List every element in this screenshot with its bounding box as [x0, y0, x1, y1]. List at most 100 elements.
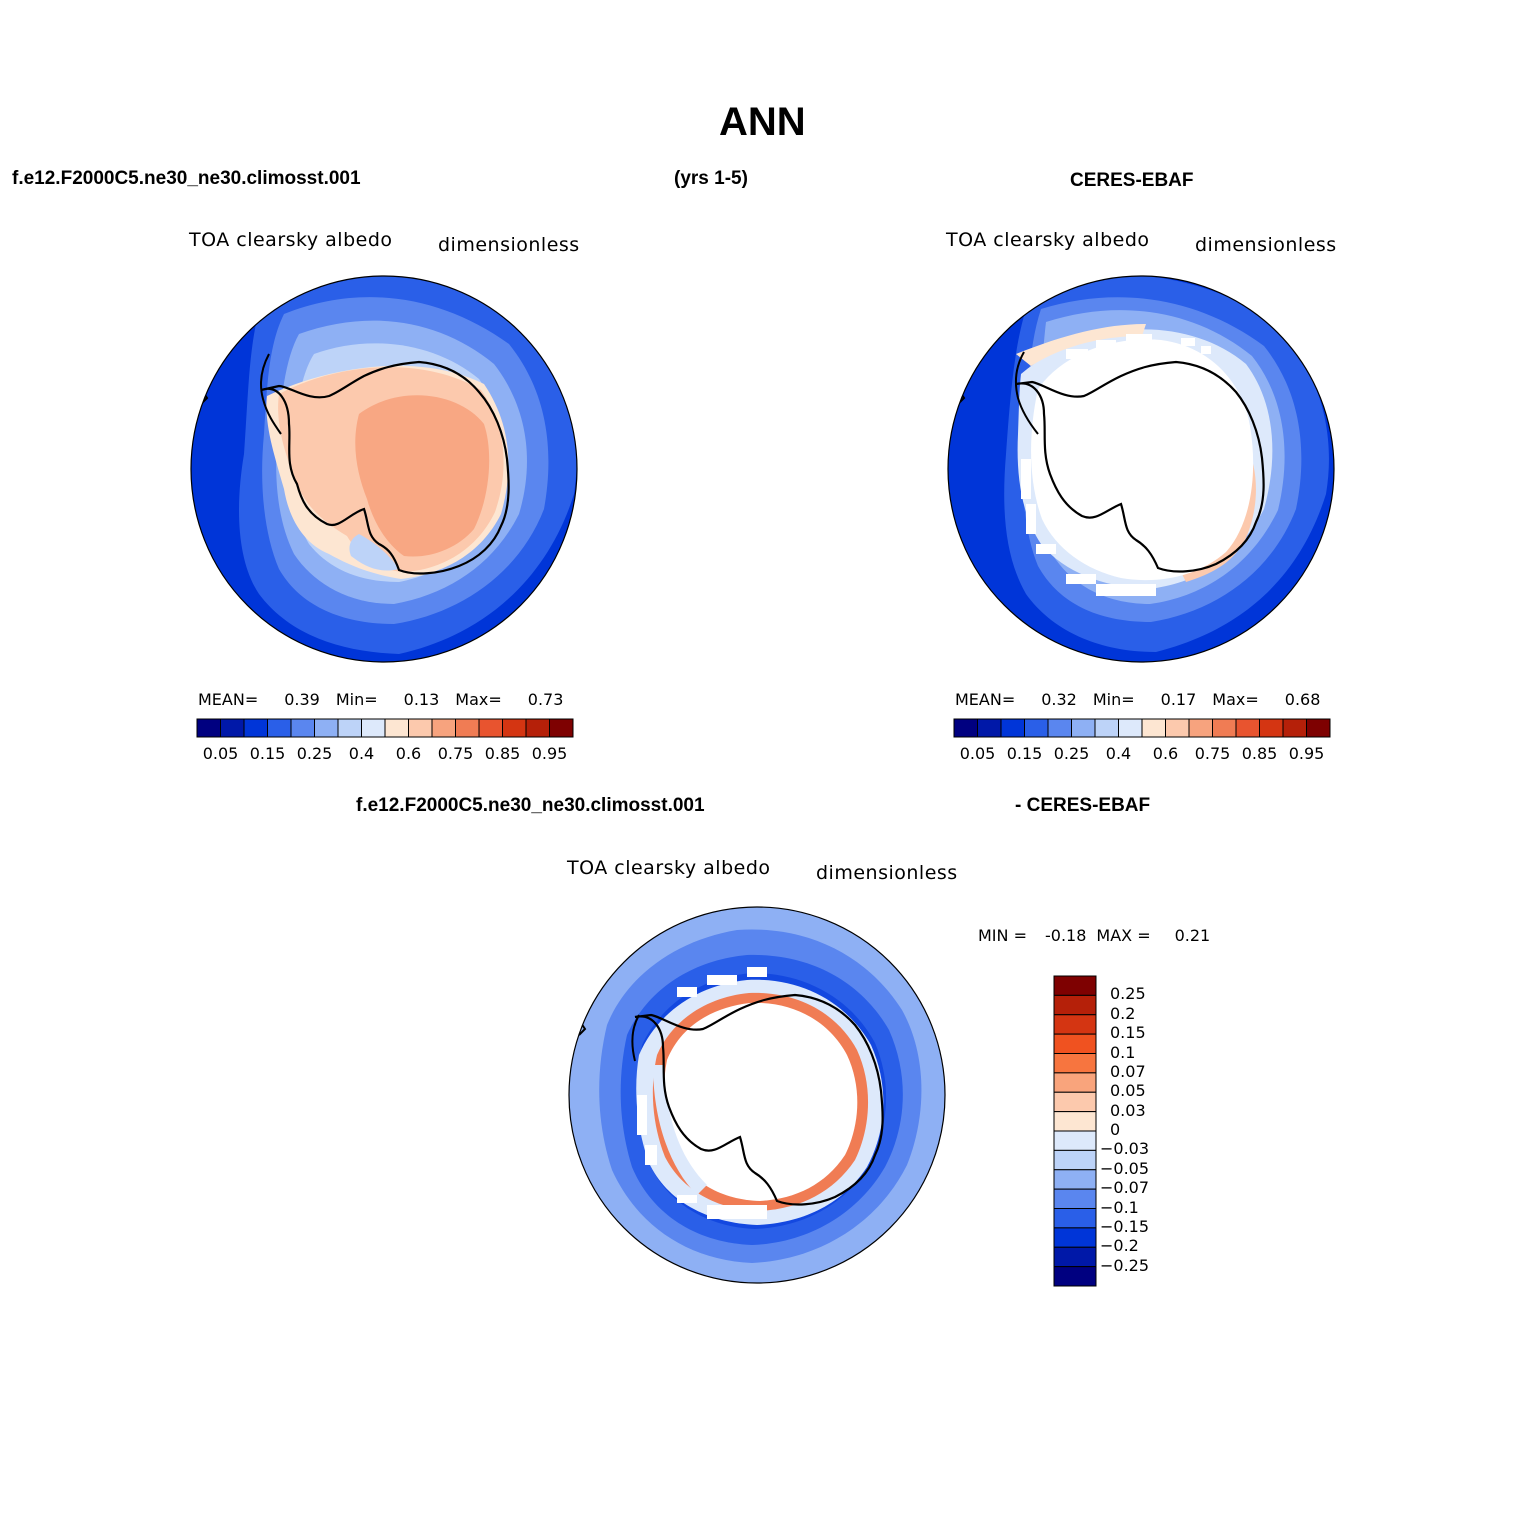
colorbar-swatch: [431, 718, 456, 738]
colorbar-tick-label: 0: [1110, 1120, 1121, 1139]
colorbar-tick-label: 0.15: [249, 744, 286, 763]
colorbar-swatch: [1212, 718, 1237, 738]
model-stats: MEAN= 0.39 Min= 0.13 Max= 0.73: [198, 690, 563, 709]
colorbar-tick-label: 0.6: [1152, 744, 1179, 763]
diff-colorbar-ticks: 0.25 0.2 0.15 0.1 0.07 0.05 0.03 0 −0.03 −0.05 −0.…: [1100, 974, 1180, 1288]
obs-max-value: 0.68: [1284, 690, 1321, 709]
colorbar-tick-label: 0.2: [1110, 1003, 1136, 1023]
diff-case-label: f.e12.F2000C5.ne30_ne30.climosst.001: [356, 795, 705, 816]
colorbar-tick-label: 0.4: [1105, 744, 1132, 763]
colorbar-tick-label: −0.05: [1100, 1158, 1150, 1178]
diff-min-label: MIN =: [978, 926, 1027, 945]
model-map: [190, 275, 578, 663]
colorbar-swatch: [1165, 718, 1190, 738]
diff-colorbar: [1053, 975, 1097, 1287]
diff-stats: MIN = -0.18 MAX = 0.21: [978, 926, 1210, 945]
colorbar-swatch: [1282, 718, 1307, 738]
colorbar-tick-label: −0.03: [1100, 1139, 1150, 1159]
colorbar-swatch: [1000, 718, 1025, 738]
colorbar-tick-label: 0.4: [348, 744, 375, 763]
colorbar-swatch: [502, 718, 527, 738]
obs-variable-label: TOA clearsky albedo: [946, 229, 1150, 251]
colorbar-tick-label: −0.1: [1100, 1197, 1139, 1217]
colorbar-tick-label: 0.15: [1006, 744, 1043, 763]
colorbar-tick-label: −0.2: [1100, 1236, 1139, 1256]
obs-map: [947, 275, 1335, 663]
colorbar-swatch: [290, 718, 315, 738]
model-mean-value: 0.39: [284, 690, 320, 709]
diff-variable-label: TOA clearsky albedo: [567, 857, 771, 879]
colorbar-tick-label: 0.75: [1194, 744, 1231, 763]
colorbar-tick-label: 0.05: [1110, 1081, 1146, 1101]
colorbar-tick-label: 0.85: [484, 744, 521, 763]
obs-max-label: Max=: [1212, 690, 1259, 709]
diff-obs-label: - CERES-EBAF: [1015, 795, 1151, 816]
colorbar-swatch: [1053, 1130, 1097, 1151]
colorbar-swatch: [314, 718, 339, 738]
colorbar-swatch: [1053, 1227, 1097, 1248]
colorbar-swatch: [1053, 1188, 1097, 1209]
colorbar-tick-label: 0.25: [296, 744, 333, 763]
colorbar-swatch: [243, 718, 268, 738]
colorbar-swatch: [1053, 1053, 1097, 1074]
colorbar-swatch: [196, 718, 221, 738]
diff-min-value: -0.18: [1044, 926, 1087, 945]
years-label: (yrs 1-5): [674, 168, 748, 189]
colorbar-swatch: [1141, 718, 1166, 738]
colorbar-tick-label: 0.03: [1110, 1100, 1146, 1120]
diff-units-label: dimensionless: [816, 862, 958, 884]
model-min-value: 0.13: [403, 690, 440, 709]
colorbar-swatch: [549, 718, 574, 738]
model-min-label: Min=: [335, 690, 378, 709]
model-colorbar: [196, 718, 574, 738]
colorbar-swatch: [267, 718, 292, 738]
model-max-label: Max=: [455, 690, 502, 709]
model-case-label: f.e12.F2000C5.ne30_ne30.climosst.001: [12, 168, 361, 189]
colorbar-swatch: [977, 718, 1002, 738]
colorbar-swatch: [1071, 718, 1096, 738]
colorbar-swatch: [408, 718, 433, 738]
obs-colorbar-ticks: 0.05 0.15 0.25 0.4 0.6 0.75 0.85 0.95: [952, 744, 1332, 764]
model-variable-label: TOA clearsky albedo: [189, 229, 393, 251]
colorbar-swatch: [953, 718, 978, 738]
colorbar-swatch: [455, 718, 480, 738]
colorbar-tick-label: 0.6: [395, 744, 422, 763]
colorbar-tick-label: −0.07: [1100, 1178, 1150, 1198]
colorbar-tick-label: 0.05: [959, 744, 996, 763]
colorbar-swatch: [1053, 975, 1097, 996]
colorbar-tick-label: 0.25: [1053, 744, 1090, 763]
diff-map: [568, 906, 946, 1284]
colorbar-tick-label: 0.95: [1288, 744, 1325, 763]
model-colorbar-ticks: 0.05 0.15 0.25 0.4 0.6 0.75 0.85 0.95: [195, 744, 575, 764]
colorbar-swatch: [1053, 1149, 1097, 1171]
model-units-label: dimensionless: [438, 234, 580, 256]
colorbar-swatch: [478, 718, 503, 738]
model-max-value: 0.73: [527, 690, 564, 709]
figure-title: ANN: [719, 100, 806, 144]
obs-mean-label: MEAN=: [955, 690, 1016, 709]
colorbar-swatch: [1306, 718, 1331, 738]
colorbar-swatch: [1094, 718, 1119, 738]
colorbar-swatch: [1053, 1266, 1097, 1287]
colorbar-tick-label: −0.15: [1100, 1216, 1150, 1236]
colorbar-tick-label: 0.07: [1110, 1061, 1146, 1081]
colorbar-tick-label: 0.25: [1110, 984, 1146, 1004]
colorbar-tick-label: 0.15: [1110, 1023, 1146, 1043]
colorbar-tick-label: 0.75: [437, 744, 474, 763]
colorbar-tick-label: 0.05: [202, 744, 239, 763]
colorbar-swatch: [1053, 1014, 1097, 1035]
diff-max-value: 0.21: [1174, 926, 1211, 945]
colorbar-swatch: [337, 718, 362, 738]
colorbar-swatch: [1118, 718, 1143, 738]
colorbar-swatch: [361, 718, 386, 738]
obs-colorbar: [953, 718, 1331, 738]
colorbar-tick-label: 0.85: [1241, 744, 1278, 763]
obs-min-value: 0.17: [1160, 690, 1197, 709]
obs-label: CERES-EBAF: [1070, 170, 1194, 191]
obs-stats: MEAN= 0.32 Min= 0.17 Max= 0.68: [955, 690, 1320, 709]
obs-min-label: Min=: [1092, 690, 1135, 709]
obs-units-label: dimensionless: [1195, 234, 1337, 256]
colorbar-swatch: [1053, 1208, 1097, 1229]
colorbar-swatch: [1188, 718, 1213, 738]
colorbar-tick-label: 0.1: [1110, 1042, 1136, 1062]
